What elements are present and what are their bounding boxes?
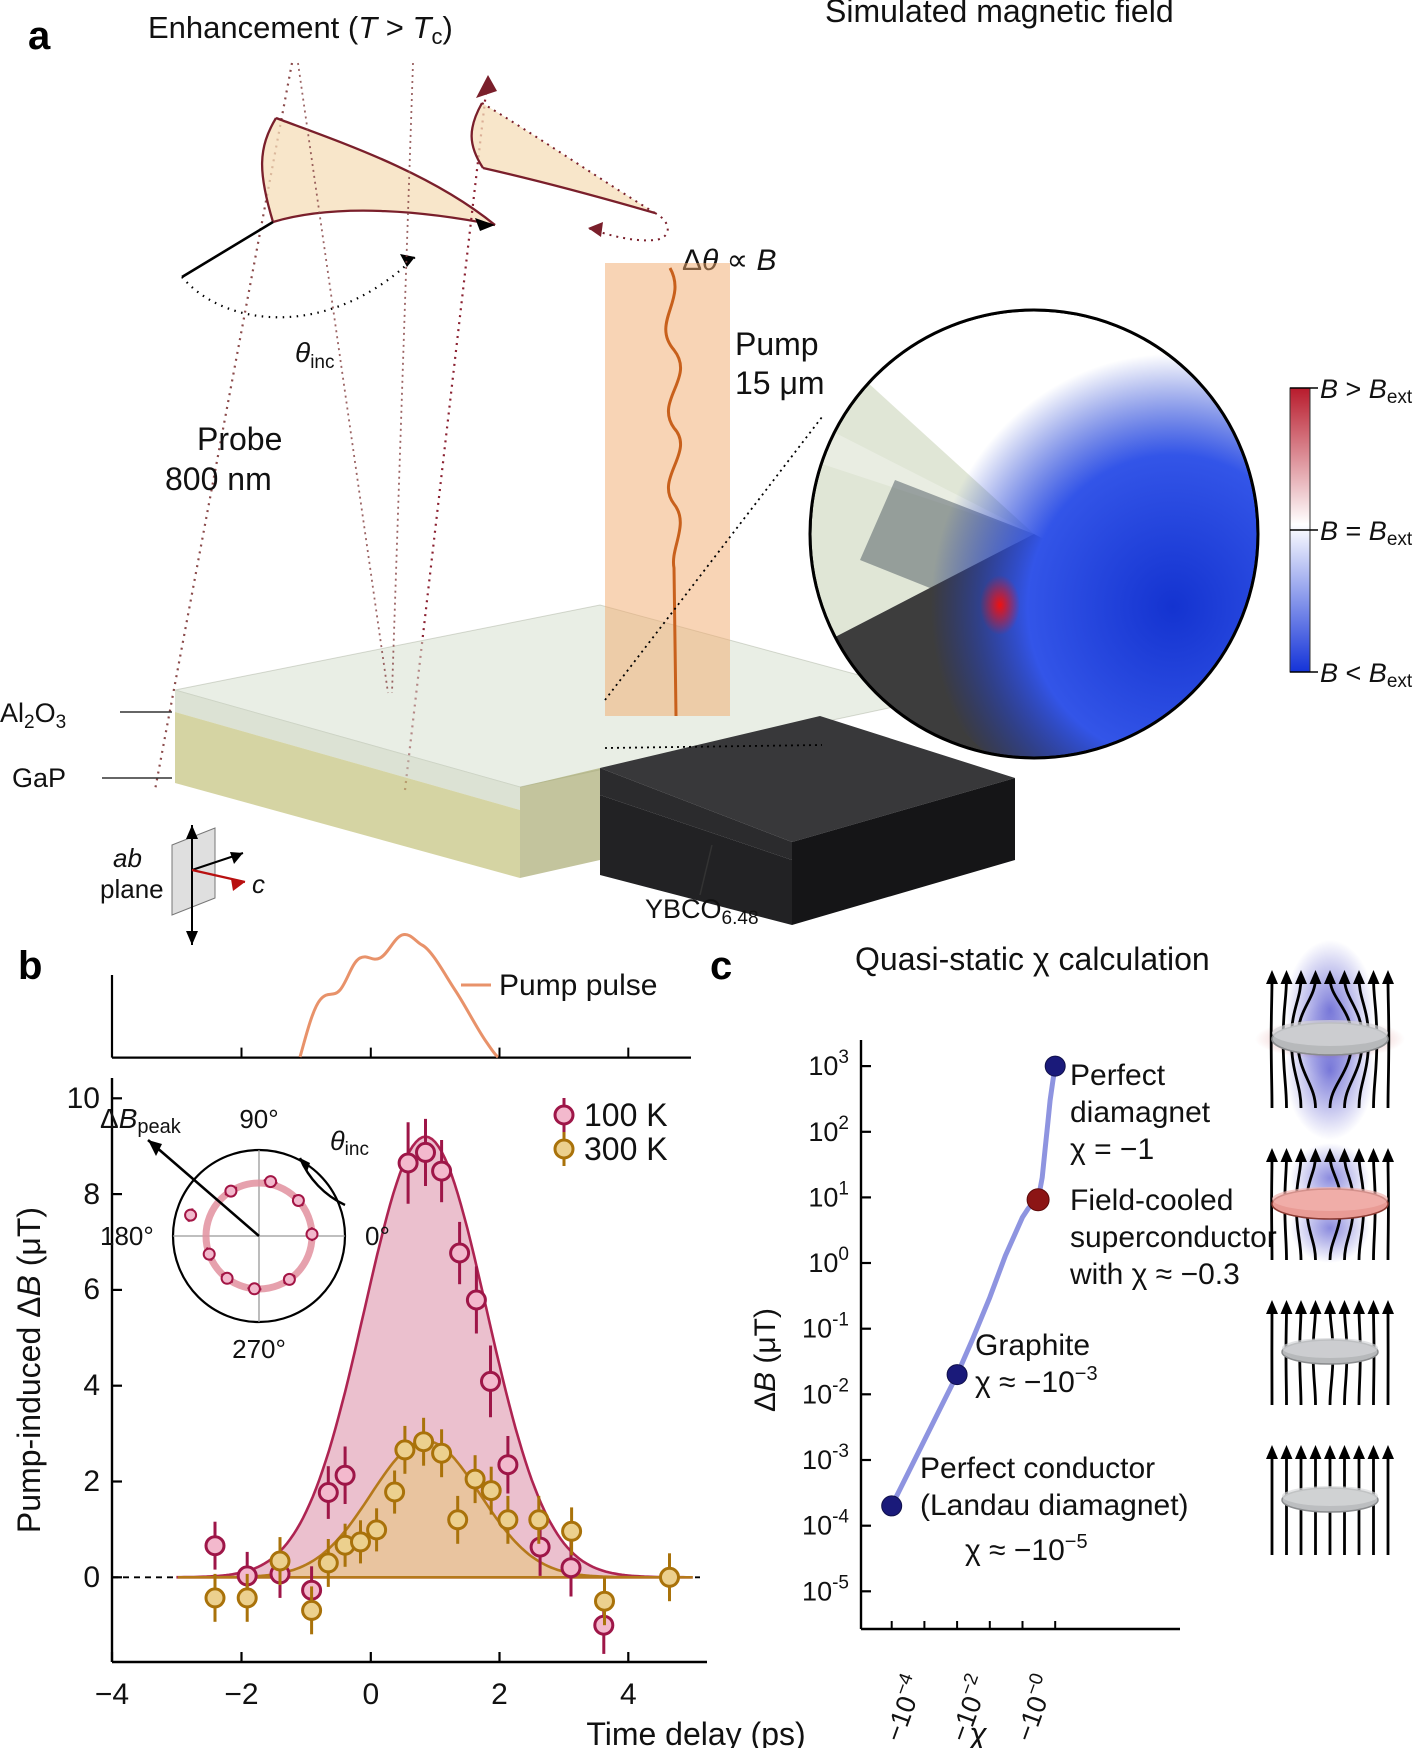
- svg-text:102: 102: [808, 1113, 849, 1147]
- svg-text:10-3: 10-3: [802, 1441, 849, 1475]
- svg-text:θinc: θinc: [295, 337, 335, 373]
- svg-text:10-1: 10-1: [802, 1310, 849, 1344]
- svg-text:90°: 90°: [239, 1104, 278, 1134]
- svg-text:χ ≈ −10−5: χ ≈ −10−5: [965, 1531, 1088, 1567]
- svg-text:100: 100: [808, 1244, 849, 1278]
- svg-text:103: 103: [808, 1047, 849, 1081]
- svg-text:ab: ab: [113, 843, 142, 873]
- svg-text:0: 0: [362, 1678, 379, 1711]
- svg-text:Graphite: Graphite: [975, 1329, 1090, 1362]
- svg-text:B < Bext: B < Bext: [1320, 658, 1413, 692]
- svg-text:101: 101: [808, 1178, 849, 1212]
- svg-text:10: 10: [67, 1082, 100, 1115]
- svg-text:with χ ≈ −0.3: with χ ≈ −0.3: [1069, 1258, 1240, 1291]
- svg-text:10-4: 10-4: [802, 1507, 849, 1541]
- svg-text:Probe: Probe: [197, 421, 282, 457]
- svg-text:GaP: GaP: [12, 763, 66, 793]
- svg-text:6: 6: [83, 1273, 100, 1306]
- svg-text:Perfect conductor: Perfect conductor: [920, 1452, 1155, 1485]
- svg-text:superconductor: superconductor: [1070, 1221, 1277, 1254]
- svg-text:plane: plane: [100, 874, 164, 904]
- svg-text:ΔB (μT): ΔB (μT): [749, 1308, 782, 1412]
- svg-text:B = Bext: B = Bext: [1320, 516, 1413, 550]
- svg-text:(Landau diamagnet): (Landau diamagnet): [920, 1489, 1189, 1522]
- svg-text:4: 4: [620, 1678, 637, 1711]
- svg-text:180°: 180°: [100, 1221, 154, 1251]
- svg-text:10-5: 10-5: [802, 1572, 849, 1606]
- svg-text:Pump-induced ΔB (μT): Pump-induced ΔB (μT): [11, 1207, 47, 1533]
- svg-text:0: 0: [83, 1561, 100, 1594]
- svg-text:Quasi-static χ calculation: Quasi-static χ calculation: [855, 941, 1210, 977]
- svg-text:0°: 0°: [365, 1221, 390, 1251]
- svg-text:4: 4: [83, 1369, 100, 1402]
- svg-text:ΔBpeak: ΔBpeak: [100, 1103, 182, 1138]
- svg-text:Al2O3: Al2O3: [0, 698, 66, 733]
- svg-text:Field-cooled: Field-cooled: [1070, 1184, 1233, 1217]
- svg-text:2: 2: [83, 1465, 100, 1498]
- svg-text:−10−2: −10−2: [940, 1670, 995, 1745]
- svg-text:c: c: [252, 869, 265, 899]
- svg-text:300 K: 300 K: [584, 1131, 668, 1167]
- svg-text:800 nm: 800 nm: [165, 461, 272, 497]
- svg-text:χ = −1: χ = −1: [1070, 1133, 1154, 1166]
- svg-text:2: 2: [491, 1678, 508, 1711]
- svg-text:Perfect: Perfect: [1070, 1059, 1166, 1092]
- svg-text:100 K: 100 K: [584, 1097, 668, 1133]
- svg-text:Simulated magnetic field: Simulated magnetic field: [825, 0, 1174, 29]
- svg-text:10-2: 10-2: [802, 1375, 849, 1409]
- svg-text:−10−0: −10−0: [1006, 1670, 1061, 1745]
- svg-text:8: 8: [83, 1178, 100, 1211]
- svg-text:Pump: Pump: [735, 326, 819, 362]
- svg-text:270°: 270°: [232, 1334, 286, 1364]
- svg-text:−4: −4: [95, 1678, 129, 1711]
- svg-text:χ ≈ −10−3: χ ≈ −10−3: [975, 1363, 1098, 1399]
- svg-text:−2: −2: [224, 1678, 258, 1711]
- svg-text:χ: χ: [966, 1716, 987, 1748]
- svg-text:Time delay (ps): Time delay (ps): [586, 1716, 805, 1748]
- svg-text:Pump pulse: Pump pulse: [499, 969, 657, 1002]
- svg-text:B > Bext: B > Bext: [1320, 374, 1413, 408]
- svg-text:−10−4: −10−4: [875, 1670, 930, 1745]
- svg-text:θinc: θinc: [330, 1126, 369, 1160]
- svg-text:15 μm: 15 μm: [735, 365, 825, 401]
- svg-text:diamagnet: diamagnet: [1070, 1096, 1211, 1129]
